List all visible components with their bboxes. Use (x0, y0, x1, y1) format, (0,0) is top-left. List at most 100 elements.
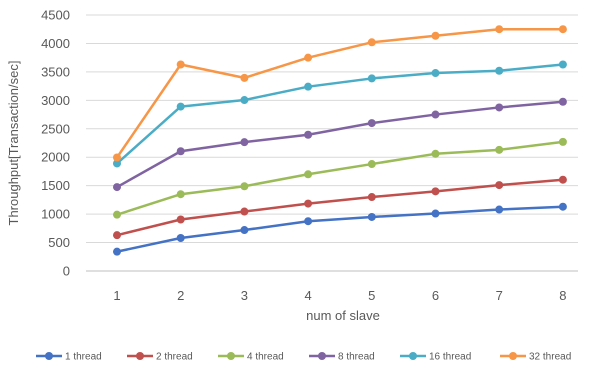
data-point (367, 119, 376, 128)
data-point (304, 53, 313, 62)
x-tick-label: 5 (368, 288, 375, 303)
data-point (113, 247, 121, 256)
y-tick-label: 1000 (41, 207, 70, 222)
data-point (240, 73, 249, 82)
data-point (495, 145, 504, 154)
x-tick-label: 7 (496, 288, 503, 303)
legend-label: 1 thread (65, 352, 102, 363)
y-tick-label: 2500 (41, 121, 70, 136)
series-2-thread (113, 175, 567, 240)
legend-item: 4 thread (218, 352, 284, 363)
data-point (304, 217, 313, 226)
data-point (367, 38, 376, 47)
series-line (116, 140, 564, 216)
data-point (240, 207, 249, 216)
data-point (367, 212, 376, 221)
data-point (176, 215, 185, 224)
x-axis-tick-labels: 1 2 3 4 5 6 7 8 (113, 288, 566, 303)
data-point (495, 66, 504, 75)
series-4-thread (113, 137, 567, 219)
x-tick-label: 1 (113, 288, 120, 303)
y-tick-label: 4500 (41, 8, 70, 23)
y-axis-tick-labels: 0 500 1000 1500 2000 2500 3000 3500 4000 4500 (41, 8, 70, 279)
y-tick-label: 1500 (41, 178, 70, 193)
data-point (495, 25, 504, 34)
data-point (431, 149, 440, 158)
y-tick-label: 0 (63, 264, 70, 279)
x-tick-label: 2 (177, 288, 184, 303)
series-group (113, 25, 567, 256)
data-point (558, 60, 567, 69)
data-point (304, 82, 313, 91)
legend-item: 32 thread (500, 352, 571, 363)
series-1-thread (113, 202, 567, 256)
x-axis-label: num of slave (306, 308, 380, 323)
y-axis-label: Throughput[Transaction/sec] (6, 61, 21, 226)
data-point (431, 69, 440, 78)
legend-marker (136, 352, 144, 360)
y-tick-label: 2000 (41, 150, 70, 165)
data-point (495, 181, 504, 190)
data-point (558, 175, 567, 184)
series-line (115, 27, 563, 159)
data-point (176, 102, 185, 111)
data-point (176, 60, 185, 69)
data-point (240, 226, 249, 235)
data-point (431, 209, 440, 218)
x-tick-label: 6 (432, 288, 439, 303)
data-point (176, 147, 185, 156)
data-point (558, 202, 567, 211)
x-tick-label: 4 (304, 288, 311, 303)
data-point (176, 190, 185, 199)
series-line (116, 205, 563, 253)
series-line (116, 63, 564, 165)
data-point (431, 110, 440, 119)
data-point (240, 182, 249, 191)
gridlines (86, 14, 578, 272)
legend-item: 1 thread (36, 352, 102, 363)
data-point (367, 160, 376, 169)
legend-label: 2 thread (156, 352, 193, 363)
legend-marker (45, 352, 53, 360)
data-point (367, 193, 376, 202)
y-tick-label: 500 (48, 235, 70, 250)
legend-label: 16 thread (429, 352, 471, 363)
y-tick-label: 4000 (41, 36, 70, 51)
data-point (240, 96, 249, 105)
data-point (113, 153, 121, 162)
series-line (116, 178, 564, 237)
x-tick-label: 8 (559, 288, 566, 303)
y-tick-label: 3500 (41, 64, 70, 79)
data-point (558, 25, 567, 34)
legend-marker (409, 352, 417, 360)
data-point (304, 170, 313, 179)
x-tick-label: 3 (241, 288, 248, 303)
data-point (495, 205, 504, 214)
data-point (558, 137, 567, 146)
data-point (367, 74, 376, 83)
legend-label: 32 thread (529, 352, 571, 363)
data-point (304, 130, 313, 139)
data-point (113, 210, 121, 219)
data-point (495, 103, 504, 112)
legend-item: 8 thread (309, 352, 375, 363)
legend-marker (318, 352, 326, 360)
series-8-thread (113, 97, 567, 192)
data-point (113, 231, 121, 240)
legend-marker (509, 352, 517, 360)
data-point (431, 187, 440, 196)
y-tick-label: 3000 (41, 93, 70, 108)
data-point (304, 199, 313, 208)
legend-label: 8 thread (338, 352, 375, 363)
data-point (431, 31, 440, 40)
data-point (113, 183, 121, 192)
data-point (113, 159, 121, 168)
series-16-thread (113, 60, 567, 168)
series-32-thread (113, 25, 567, 162)
legend-item: 16 thread (400, 352, 471, 363)
series-line (116, 100, 564, 189)
legend-item: 2 thread (127, 352, 193, 363)
legend: 1 thread 2 thread 4 thread 8 thread 16 threa… (36, 352, 571, 363)
